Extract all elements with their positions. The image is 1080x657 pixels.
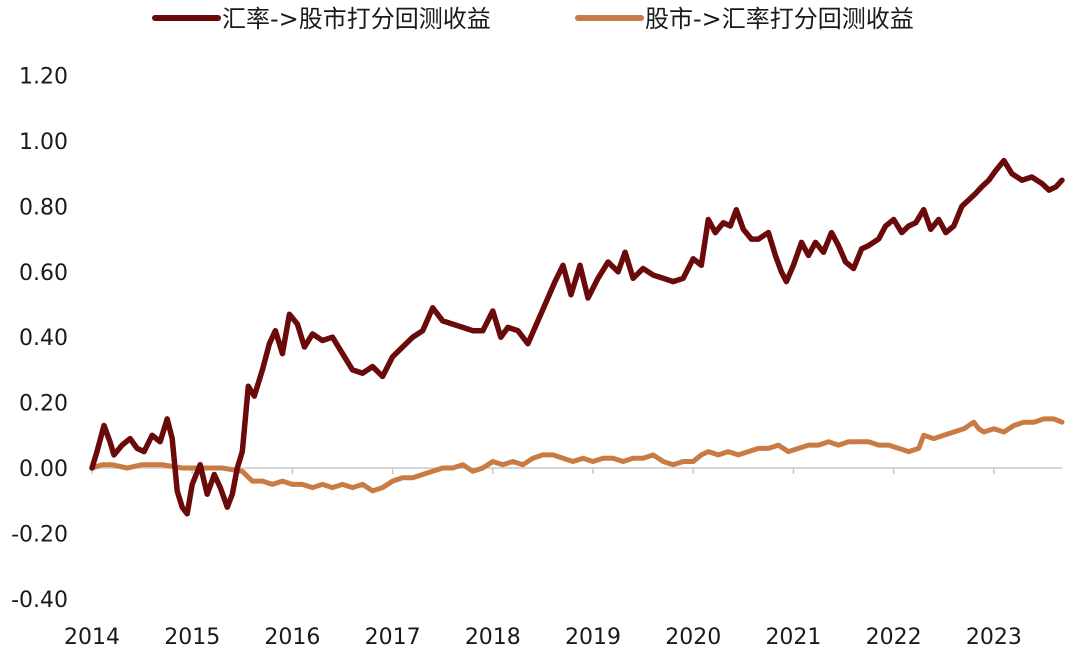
y-tick-label: 0.40	[19, 326, 68, 351]
series-layer	[89, 157, 1065, 517]
x-tick-label: 2023	[966, 625, 1022, 650]
y-tick-label: 1.20	[19, 65, 68, 90]
y-tick-label: -0.20	[11, 522, 68, 547]
x-tick-label: 2017	[365, 625, 421, 650]
x-tick-label: 2014	[64, 625, 120, 650]
series-line-1	[89, 157, 1065, 517]
x-tick-label: 2016	[264, 625, 320, 650]
y-tick-label: 0.60	[19, 261, 68, 286]
x-tick-label: 2019	[565, 625, 621, 650]
x-tick-label: 2020	[665, 625, 721, 650]
x-tick-label: 2015	[164, 625, 220, 650]
y-tick-label: 0.80	[19, 195, 68, 220]
x-tick-label: 2021	[765, 625, 821, 650]
legend: 汇率->股市打分回测收益 股市->汇率打分回测收益	[152, 5, 914, 33]
series-line-2	[89, 416, 1065, 494]
y-axis-tick-labels: 1.20 1.00 0.80 0.60 0.40 0.20 0.00 -0.20 -0.40	[11, 65, 68, 613]
y-tick-label: 1.00	[19, 130, 68, 155]
x-tick-label: 2018	[465, 625, 521, 650]
legend-label-series-2: 股市->汇率打分回测收益	[645, 5, 914, 33]
y-tick-label: 0.00	[19, 457, 68, 482]
y-tick-label: -0.40	[11, 588, 68, 613]
y-tick-label: 0.20	[19, 392, 68, 417]
x-tick-label: 2022	[866, 625, 922, 650]
legend-label-series-1: 汇率->股市打分回测收益	[222, 5, 491, 33]
x-axis: 2014 2015 2016 2017 2018 2019 2020 2021 2022 2023	[64, 467, 1062, 650]
